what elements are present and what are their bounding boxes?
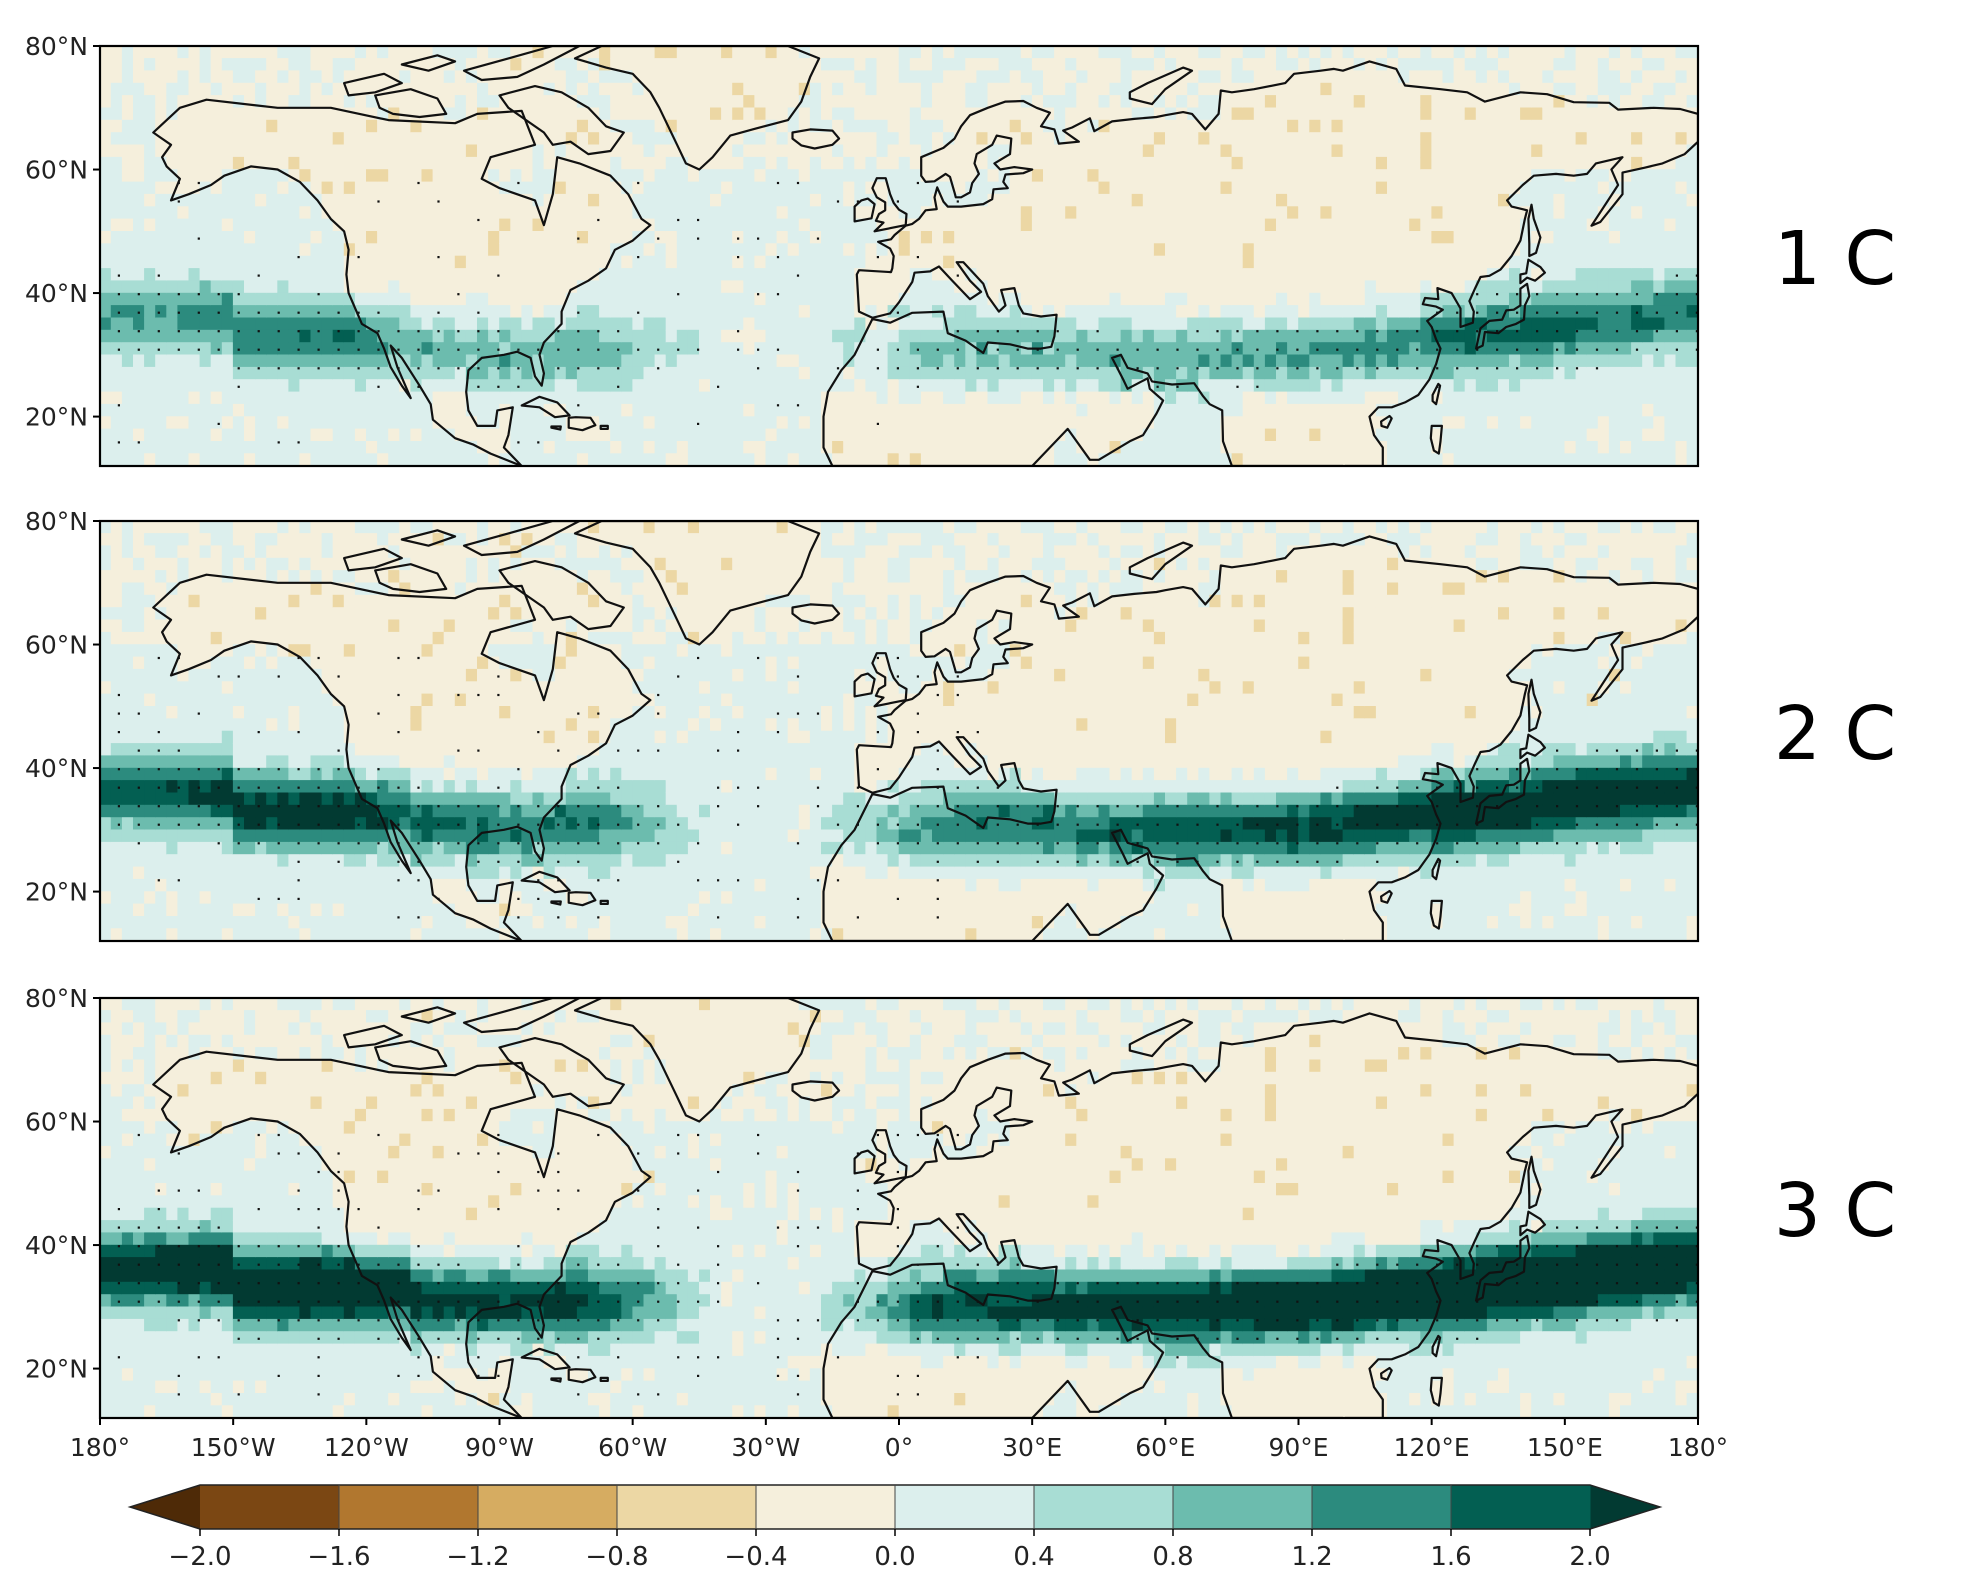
significance-stipple — [117, 1133, 1698, 1396]
anomaly-field — [100, 46, 1698, 466]
colorbar-segment — [1034, 1485, 1174, 1529]
lon-tick-label: 30°E — [1002, 1433, 1062, 1462]
longitude-axis: 180° 150°W 120°W 90°W 60°W 30°W 0° 30°E 60°E 90°E… — [70, 1418, 1728, 1462]
lat-tick-label: 20°N — [25, 1355, 88, 1384]
map-panel-3: 80°N 60°N 40°N 20°N 3 C — [25, 984, 1896, 1420]
colorbar-tick-label: 2.0 — [1569, 1542, 1610, 1572]
lon-tick-label: 60°E — [1135, 1433, 1195, 1462]
colorbar-segment — [756, 1485, 896, 1529]
lat-tick-label: 40°N — [25, 1231, 88, 1260]
map-panel-2: 80°N 60°N 40°N 20°N 2 C — [25, 507, 1896, 943]
coastlines — [152, 998, 1698, 1418]
lat-tick-label: 80°N — [25, 984, 88, 1013]
colorbar: −2.0 −1.6 −1.2 −0.8 −0.4 0.0 0.4 0.8 1.2 1.6 2.0 — [127, 1484, 1663, 1572]
colorbar-tick-label: 0.4 — [1013, 1542, 1054, 1572]
coastlines — [152, 46, 1698, 466]
lat-tick-label: 80°N — [25, 32, 88, 61]
lon-tick-label: 90°E — [1268, 1433, 1328, 1462]
map-panels: 80°N60°N40°N20°N1 C80°N60°N40°N20°N2 C80… — [25, 32, 1896, 1420]
colorbar-tick-label: 0.8 — [1152, 1542, 1193, 1572]
lon-tick-label: 150°E — [1527, 1433, 1603, 1462]
panel-frame — [98, 519, 1700, 943]
lat-tick-label: 40°N — [25, 279, 88, 308]
lon-tick-label: 0° — [885, 1433, 913, 1462]
lon-tick-label: 180° — [70, 1433, 130, 1462]
lat-tick-label: 60°N — [25, 156, 88, 185]
lon-tick-label: 180° — [1668, 1433, 1728, 1462]
colorbar-segment — [1173, 1485, 1313, 1529]
colorbar-tick-label: 0.0 — [874, 1542, 915, 1572]
colorbar-tick-label: −1.6 — [307, 1542, 370, 1572]
colorbar-tick-label: −1.2 — [446, 1542, 509, 1572]
colorbar-under-triangle — [130, 1485, 200, 1529]
colorbar-over-triangle — [1590, 1485, 1660, 1529]
colorbar-segment — [895, 1485, 1035, 1529]
lon-tick-label: 120°E — [1394, 1433, 1470, 1462]
colorbar-segment — [200, 1485, 340, 1529]
colorbar-segment — [339, 1485, 479, 1529]
lon-tick-label: 30°W — [731, 1433, 800, 1462]
significance-stipple — [117, 181, 1698, 444]
lon-tick-label: 60°W — [598, 1433, 667, 1462]
colorbar-segment — [1312, 1485, 1452, 1529]
lat-tick-label: 20°N — [25, 403, 88, 432]
lat-tick-label: 40°N — [25, 754, 88, 783]
colorbar-tick-label: −2.0 — [168, 1542, 231, 1572]
lat-tick-label: 60°N — [25, 631, 88, 660]
panel-label: 1 C — [1774, 216, 1896, 302]
colorbar-segment — [478, 1485, 618, 1529]
colorbar-tick-label: 1.6 — [1430, 1542, 1471, 1572]
significance-stipple — [117, 656, 1698, 919]
coastlines — [152, 521, 1698, 941]
lon-tick-label: 120°W — [324, 1433, 409, 1462]
lat-tick-label: 20°N — [25, 878, 88, 907]
colorbar-tick-label: −0.8 — [585, 1542, 648, 1572]
lat-tick-label: 60°N — [25, 1108, 88, 1137]
panel-label: 2 C — [1774, 691, 1896, 777]
panel-label: 3 C — [1774, 1168, 1896, 1254]
colorbar-segment — [1451, 1485, 1591, 1529]
colorbar-tick-label: 1.2 — [1291, 1542, 1332, 1572]
lat-tick-label: 80°N — [25, 507, 88, 536]
lon-tick-label: 90°W — [465, 1433, 534, 1462]
map-panel-1: 80°N 60°N 40°N 20°N 1 C — [25, 32, 1896, 468]
colorbar-tick-label: −0.4 — [724, 1542, 787, 1572]
anomaly-field — [100, 998, 1698, 1418]
panel-frame — [98, 44, 1700, 468]
colorbar-segment — [617, 1485, 757, 1529]
lon-tick-label: 150°W — [191, 1433, 276, 1462]
anomaly-field — [100, 521, 1698, 941]
